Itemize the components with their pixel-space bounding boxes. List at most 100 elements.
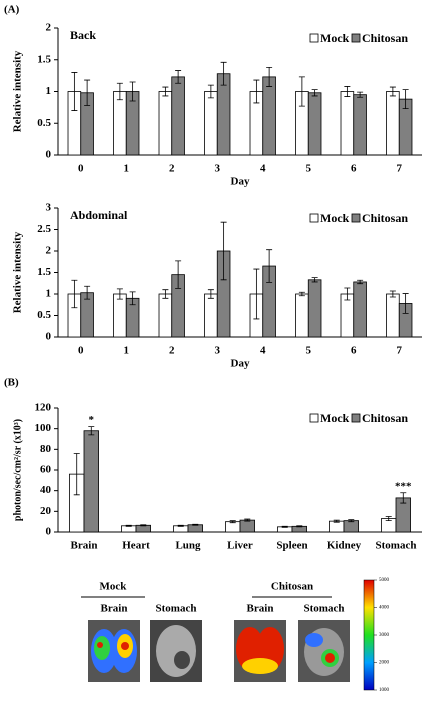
x-tick-label: 7: [397, 345, 403, 357]
error-bar: [253, 79, 260, 104]
y-tick-label: 2: [46, 245, 52, 257]
image-label: Brain: [247, 603, 274, 615]
bar: [386, 293, 400, 338]
x-tick-label: 0: [78, 163, 84, 175]
error-bar: [402, 89, 409, 110]
x-tick-label: 6: [351, 345, 357, 357]
y-tick-label: 2.5: [37, 223, 51, 235]
error-bar: [84, 79, 91, 106]
x-tick-label: Kidney: [327, 540, 362, 552]
legend-label: Chitosan: [362, 211, 408, 225]
error-bar: [389, 290, 396, 298]
group-label: Mock: [100, 581, 128, 593]
tissue-images: [88, 579, 375, 691]
group-label: Chitosan: [271, 581, 313, 593]
y-tick-label: 80: [40, 443, 52, 455]
bar: [204, 293, 218, 338]
y-axis-label: photon/sec/cm²/sr (x10³): [12, 419, 23, 521]
x-axis-label: Day: [231, 358, 250, 370]
x-axis-label: Day: [231, 176, 250, 188]
error-bar: [125, 524, 132, 527]
error-bar: [402, 293, 409, 314]
bar: [239, 519, 255, 533]
error-bar: [116, 82, 123, 101]
bar: [216, 73, 231, 156]
bar: [353, 94, 367, 156]
x-tick-label: Heart: [122, 540, 150, 552]
y-tick-label: 0: [46, 526, 52, 538]
error-bar: [71, 279, 78, 309]
y-tick-label: 2: [46, 22, 52, 34]
image-label: Stomach: [156, 603, 197, 615]
x-tick-label: 2: [169, 345, 175, 357]
error-bar: [175, 260, 182, 289]
error-bar: [192, 523, 199, 526]
error-bar: [281, 525, 288, 528]
error-bar: [175, 70, 182, 84]
bar: [113, 91, 127, 156]
bar: [173, 525, 189, 533]
error-bar: [296, 525, 303, 528]
significance-label: *: [89, 414, 95, 426]
error-bar: [71, 72, 78, 111]
y-tick-label: 0: [46, 149, 52, 161]
colorbar-tick-label: 2000: [379, 661, 390, 666]
y-tick-label: 1: [46, 288, 52, 300]
bar: [113, 293, 127, 338]
bar: [340, 293, 355, 338]
panel-label: (A): [4, 4, 20, 16]
error-bar: [229, 520, 236, 524]
bar: [158, 293, 173, 338]
error-bar: [207, 84, 214, 99]
x-tick-label: 2: [169, 163, 175, 175]
error-bar: [162, 289, 169, 299]
error-bar: [129, 291, 136, 306]
x-tick-label: 0: [78, 345, 84, 357]
y-tick-label: 120: [35, 402, 52, 414]
y-tick-label: 0: [46, 331, 52, 343]
error-bar: [162, 86, 169, 97]
y-tick-label: 1.5: [37, 266, 51, 278]
colorbar-tick-label: 1000: [379, 688, 390, 693]
error-bar: [333, 519, 340, 523]
error-bar: [116, 288, 123, 300]
y-axis-label: Relative intensity: [12, 50, 24, 132]
bar: [135, 524, 151, 533]
legend-label: Chitosan: [362, 411, 408, 425]
x-tick-label: Spleen: [276, 540, 307, 552]
x-tick-label: Liver: [227, 540, 253, 552]
error-bar: [220, 221, 227, 281]
x-tick-label: 5: [306, 163, 312, 175]
y-tick-label: 0.5: [37, 309, 51, 321]
bar: [386, 91, 400, 156]
x-tick-label: Stomach: [376, 540, 417, 552]
error-bar: [207, 289, 214, 299]
x-tick-label: 4: [260, 163, 266, 175]
error-bar: [220, 61, 227, 86]
error-bar: [344, 287, 351, 301]
error-bar: [357, 91, 364, 98]
error-bar: [244, 518, 251, 522]
legend-swatch: [351, 33, 361, 43]
error-bar: [253, 268, 260, 320]
error-bar: [311, 89, 318, 97]
legend-swatch: [351, 413, 361, 423]
error-bar: [298, 76, 305, 107]
y-tick-label: 1.5: [37, 53, 51, 65]
legend-label: Mock: [320, 211, 350, 225]
y-tick-label: 1: [46, 85, 52, 97]
x-tick-label: 3: [215, 345, 221, 357]
legend-swatch: [351, 213, 361, 223]
legend-swatch: [309, 33, 319, 43]
colorbar-tick-label: 3000: [379, 633, 390, 638]
error-bar: [177, 524, 184, 527]
bar: [225, 521, 241, 533]
bar: [353, 281, 367, 338]
error-bar: [298, 291, 305, 297]
bar: [83, 430, 99, 533]
significance-label: ***: [395, 480, 412, 492]
error-bar: [73, 453, 80, 496]
x-tick-label: 6: [351, 163, 357, 175]
panel-label: (B): [4, 377, 19, 389]
